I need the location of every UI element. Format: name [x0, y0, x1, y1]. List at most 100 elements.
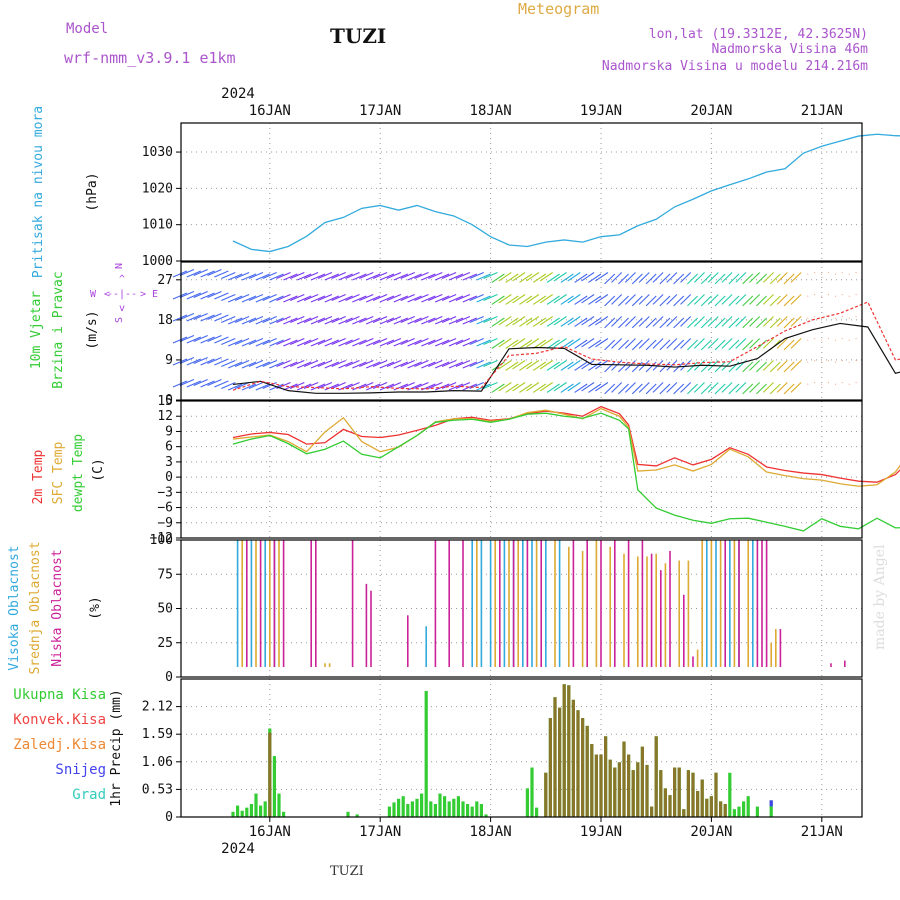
cloud-bar-0	[425, 626, 427, 667]
wind-barb	[618, 273, 629, 285]
wind-barb	[283, 295, 298, 303]
wind-barb	[290, 381, 305, 390]
precip-bar-total	[755, 806, 759, 817]
wind-barb	[519, 383, 533, 393]
wind-barb	[241, 339, 257, 347]
y-tick-label: 1.59	[142, 727, 173, 742]
wind-barb	[455, 293, 471, 302]
wind-barb	[483, 271, 498, 280]
wind-barb	[448, 295, 464, 303]
wind-barb	[673, 295, 685, 307]
wind-barb	[574, 273, 588, 283]
wind-barb	[372, 271, 388, 280]
wind-barb	[434, 317, 450, 325]
temp-line-1	[232, 407, 900, 487]
precip-bar-convective	[622, 741, 626, 817]
wind-barb	[769, 383, 781, 395]
wind-barb	[483, 337, 498, 346]
wind-barb	[728, 273, 740, 285]
wind-barb	[462, 273, 478, 281]
wind-barb	[421, 295, 436, 303]
wind-barb	[469, 337, 484, 346]
wind-barb	[749, 338, 761, 349]
wind-barb	[407, 273, 422, 281]
precip-bar-total	[769, 800, 773, 817]
precip-bar-total	[231, 811, 235, 817]
wind-barb	[359, 293, 374, 302]
wind-barb	[359, 315, 374, 324]
wind-barb	[491, 295, 505, 305]
wind-barb	[428, 315, 443, 324]
wind-barb	[455, 381, 471, 390]
wind-barb	[693, 382, 705, 393]
y-tick-label: 3	[165, 455, 173, 470]
wind-barb	[352, 383, 367, 391]
precip-bar-convective	[668, 795, 672, 817]
wind-barb	[491, 273, 505, 283]
wind-barb	[476, 273, 491, 281]
wind-barb	[338, 383, 353, 391]
y-tick-label: 9	[165, 424, 173, 439]
precip-bar-convective	[548, 718, 552, 817]
wind-axis-title-2: Brzina i Pravac	[51, 271, 66, 388]
wind-barb	[234, 337, 250, 346]
wind-barb	[331, 293, 346, 302]
wind-barb	[638, 316, 650, 327]
wind-barb	[604, 295, 616, 307]
wind-barb	[742, 361, 754, 373]
wind-barb	[604, 383, 616, 395]
compass-west: W	[90, 289, 97, 300]
precip-bar-total	[277, 793, 281, 817]
cloud-bar-2	[572, 540, 575, 667]
cloud-bar-0	[522, 540, 524, 667]
precip-bar-total	[461, 801, 465, 817]
wind-barb	[172, 270, 188, 278]
wind-barb	[638, 382, 650, 393]
y-tick-label: 1.06	[142, 755, 173, 770]
wind-barb	[207, 312, 222, 321]
wind-barb	[680, 360, 692, 371]
precip-bar-total	[475, 801, 479, 817]
precip-bar-total	[525, 788, 529, 817]
wind-barb	[604, 317, 616, 329]
wind-barb	[595, 338, 609, 348]
wind-barb	[532, 361, 547, 371]
wind-barb	[200, 314, 215, 322]
wind-barb	[526, 316, 540, 326]
wind-barb	[414, 337, 429, 346]
wind-barb	[324, 317, 340, 325]
wind-barb	[255, 339, 271, 347]
wind-barb	[790, 316, 802, 327]
wind-barb	[483, 293, 498, 302]
elevation-text: Nadmorska Visina 46m	[711, 42, 868, 57]
wind-barb	[574, 317, 588, 327]
wind-barb	[624, 338, 636, 349]
precip-bar-total	[254, 793, 258, 817]
wind-barb	[290, 337, 305, 346]
wind-barb	[553, 316, 567, 326]
wind-barb	[421, 361, 436, 369]
wind-barb	[455, 359, 471, 368]
precip-unit-label: 1hr Precip (mm)	[109, 689, 124, 806]
cloud-bar-2	[246, 540, 248, 667]
wind-barb	[428, 359, 443, 368]
temp-line-2	[232, 412, 900, 532]
precip-bar-convective	[682, 809, 686, 817]
wind-barb	[193, 268, 208, 277]
wind-barb	[476, 295, 491, 303]
wind-barb	[491, 317, 505, 327]
y-tick-label: −6	[157, 501, 173, 516]
wind-barb	[553, 360, 567, 370]
cloud-bar-1	[278, 540, 280, 667]
cloud-bar-2	[779, 629, 782, 667]
wind-barb	[673, 383, 685, 395]
wind-barb	[519, 295, 533, 305]
precip-bar-convective	[645, 764, 649, 817]
precip-bar-convective	[558, 707, 562, 817]
wind-barb	[666, 272, 678, 283]
wind-barb	[234, 359, 250, 368]
wind-barb	[338, 317, 353, 325]
wind-barb	[756, 317, 767, 329]
y-tick-label: 1030	[142, 145, 173, 160]
wind-barb	[262, 337, 277, 346]
